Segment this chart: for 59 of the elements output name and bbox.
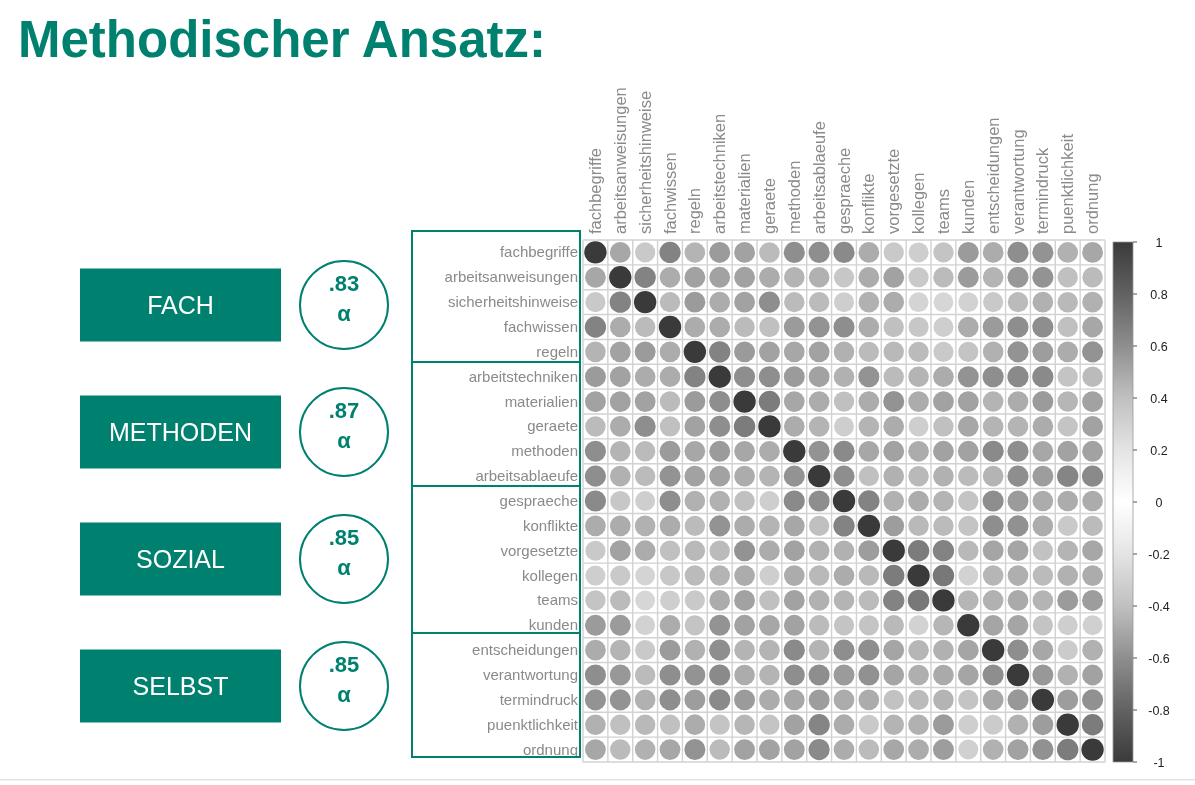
x-tick-label: gespraeche [834, 147, 853, 234]
y-tick-label: sicherheitshinweise [447, 293, 578, 311]
y-tick-label: regeln [536, 342, 578, 360]
x-tick-label: geraete [759, 178, 778, 234]
y-tick-label: arbeitsablaeufe [475, 467, 578, 485]
y-tick-label: teams [537, 591, 578, 609]
color-bar-label: 0.6 [1150, 339, 1168, 354]
y-tick-label: arbeitstechniken [468, 367, 578, 385]
chart-title: Methodischer Ansatz: [18, 11, 547, 68]
x-tick-label: kunden [958, 179, 977, 234]
color-bar-label: -0.2 [1148, 547, 1170, 562]
text: .87 α [328, 398, 360, 453]
color-bar-label: 0.8 [1150, 287, 1168, 302]
color-bar-label: 0.4 [1150, 391, 1168, 406]
y-tick-label: fachwissen [503, 318, 578, 335]
x-tick-label: kollegen [909, 172, 928, 234]
y-tick-label: geraete [527, 417, 578, 435]
y-tick-label: kollegen [522, 566, 578, 584]
y-tick-label: termindruck [499, 690, 579, 708]
x-tick-label: puenktlichkeit [1058, 133, 1077, 234]
text: METHODEN [108, 418, 253, 446]
text: .85 α [328, 525, 360, 580]
color-bar-label: -0.4 [1148, 599, 1170, 614]
x-tick-label: fachwissen [660, 152, 679, 234]
x-tick-label: teams [933, 189, 952, 234]
text: SELBST [132, 672, 229, 700]
color-bar-label: -0.8 [1148, 703, 1170, 718]
y-tick-label: ordnung [522, 740, 578, 758]
text: .83 α [328, 271, 360, 326]
x-tick-label: termindruck [1033, 147, 1052, 234]
x-tick-label: regeln [685, 188, 704, 234]
text: FACH [147, 291, 214, 319]
y-tick-label: fachbegriffe [499, 243, 578, 261]
y-tick-label: materialien [504, 392, 578, 410]
x-tick-label: konflikte [859, 173, 878, 234]
y-tick-label: vorgesetzte [500, 541, 578, 559]
color-bar-label: -0.6 [1148, 651, 1170, 666]
x-tick-label: materialien [735, 153, 754, 234]
color-bar-label: 0 [1155, 495, 1163, 510]
text: .85 α [328, 652, 360, 707]
y-tick-label: gespraeche [499, 492, 578, 509]
x-tick-label: entscheidungen [983, 117, 1002, 234]
x-tick-label: methoden [784, 160, 803, 234]
x-tick-label: arbeitsablaeufe [809, 121, 828, 234]
text: SOZIAL [136, 545, 226, 573]
y-tick-label: arbeitsanweisungen [444, 268, 578, 286]
color-bar-label: 1 [1155, 235, 1163, 250]
y-tick-label: verantwortung [482, 666, 578, 683]
color-bar-label: -1 [1153, 755, 1165, 770]
y-tick-label: entscheidungen [472, 641, 578, 659]
x-tick-label: vorgesetzte [884, 148, 903, 234]
y-tick-label: kunden [528, 616, 578, 634]
y-tick-label: methoden [511, 442, 578, 460]
x-tick-label: verantwortung [1008, 129, 1027, 234]
x-tick-label: ordnung [1083, 173, 1102, 234]
y-tick-label: puenktlichkeit [487, 715, 579, 733]
color-bar-label: 0.2 [1150, 443, 1168, 458]
x-tick-label: arbeitstechniken [710, 113, 729, 234]
y-tick-label: konflikte [522, 516, 578, 534]
